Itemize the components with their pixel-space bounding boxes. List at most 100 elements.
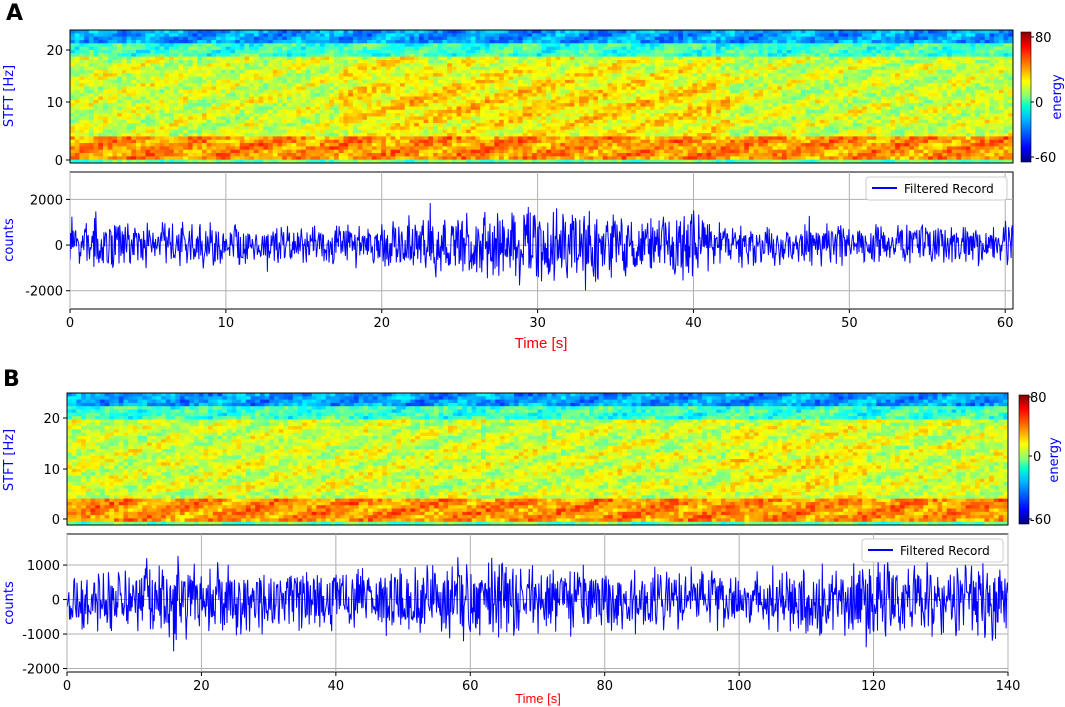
spectrogram-cell xyxy=(202,49,208,54)
spectrogram-cell xyxy=(649,139,656,144)
spectrogram-cell xyxy=(343,156,349,161)
spectrogram-cell xyxy=(173,30,180,34)
spectrogram-cell xyxy=(400,129,406,134)
spectrogram-cell xyxy=(301,133,307,137)
spectrogram-cell xyxy=(508,159,514,163)
spectrogram-cell xyxy=(164,103,170,108)
spectrogram-cell xyxy=(249,83,255,88)
spectrogram-cell xyxy=(131,159,137,163)
spectrogram-cell xyxy=(499,79,505,84)
spectrogram-cell xyxy=(456,139,462,144)
spectrogram-cell xyxy=(560,63,566,68)
spectrogram-cell xyxy=(178,63,184,68)
spectrogram-cell xyxy=(315,119,321,124)
spectrogram-cell xyxy=(395,116,401,121)
spectrogram-cell xyxy=(98,139,104,144)
spectrogram-cell xyxy=(206,149,213,154)
spectrogram-cell xyxy=(626,153,632,157)
spectrogram-cell xyxy=(169,146,175,151)
spectrogram-cell xyxy=(93,39,99,44)
spectrogram-cell xyxy=(253,49,260,54)
spectrogram-cell xyxy=(136,76,142,81)
spectrogram-cell xyxy=(145,103,151,108)
spectrogram-cell xyxy=(583,159,590,163)
spectrogram-cell xyxy=(385,89,392,94)
spectrogram-cell xyxy=(569,153,576,157)
spectrogram-cell xyxy=(268,119,274,124)
spectrogram-cell xyxy=(598,33,604,38)
spectrogram-cell xyxy=(541,103,547,108)
spectrogram-cell xyxy=(301,59,307,64)
spectrogram-cell xyxy=(400,159,406,163)
spectrogram-cell xyxy=(239,139,246,144)
spectrogram-cell xyxy=(499,123,505,128)
spectrogram-cell xyxy=(183,156,189,161)
spectrogram-cell xyxy=(555,59,561,64)
spectrogram-cell xyxy=(329,56,335,61)
spectrogram-cell xyxy=(583,33,590,38)
spectrogram-cell xyxy=(150,116,156,121)
spectrogram-cell xyxy=(428,109,434,114)
spectrogram-cell xyxy=(404,86,411,91)
spectrogram-cell xyxy=(602,139,609,144)
spectrogram-cell xyxy=(136,143,142,147)
spectrogram-cell xyxy=(442,126,448,131)
spectrogram-cell xyxy=(428,106,434,111)
spectrogram-cell xyxy=(230,33,236,38)
spectrogram-cell xyxy=(107,153,114,157)
spectrogram-cell xyxy=(381,39,387,44)
spectrogram-cell xyxy=(343,43,349,48)
spectrogram-cell xyxy=(414,36,420,41)
spectrogram-cell xyxy=(484,36,491,41)
spectrogram-cell xyxy=(84,89,90,94)
spectrogram-cell xyxy=(447,46,453,51)
spectrogram-cell xyxy=(654,33,660,38)
spectrogram-cell xyxy=(211,143,217,147)
spectrogram-cell xyxy=(178,36,184,41)
spectrogram-cell xyxy=(154,79,161,84)
spectrogram-cell xyxy=(258,139,264,144)
spectrogram-cell xyxy=(475,56,481,61)
spectrogram-cell xyxy=(187,139,194,144)
panel-a-letter: A xyxy=(6,1,23,26)
spectrogram-cell xyxy=(150,139,156,144)
spectrogram-cell xyxy=(569,143,576,147)
spectrogram-cell xyxy=(367,109,373,114)
spectrogram-cell xyxy=(216,86,222,91)
spectrogram-cell xyxy=(640,49,646,54)
spectrogram-cell xyxy=(286,123,293,128)
spectrogram-cell xyxy=(466,146,472,151)
spectrogram-cell xyxy=(522,93,528,98)
spectrogram-cell xyxy=(88,143,95,147)
spectrogram-cell xyxy=(499,153,505,157)
spectrogram-cell xyxy=(206,123,213,128)
spectrogram-cell xyxy=(400,53,406,58)
spectrogram-cell xyxy=(654,113,660,118)
spectrogram-cell xyxy=(334,159,340,163)
spectrogram-cell xyxy=(475,30,481,34)
spectrogram-cell xyxy=(291,113,297,118)
spectrogram-cell xyxy=(546,153,552,157)
spectrogram-cell xyxy=(362,103,368,108)
spectrogram-cell xyxy=(117,30,123,34)
spectrogram-cell xyxy=(381,76,387,81)
spectrogram-cell xyxy=(187,66,194,71)
spectrogram-cell xyxy=(371,109,378,114)
spectrogram-cell xyxy=(225,83,231,88)
spectrogram-cell xyxy=(569,156,576,161)
spectrogram-cell xyxy=(301,136,307,141)
spectrogram-cell xyxy=(225,156,231,161)
spectrogram-cell xyxy=(616,99,623,104)
spectrogram-cell xyxy=(88,59,95,64)
spectrogram-cell xyxy=(211,116,217,121)
spectrogram-cell xyxy=(442,63,448,68)
spectrogram-cell xyxy=(296,106,302,111)
spectrogram-cell xyxy=(319,66,326,71)
spectrogram-cell xyxy=(154,66,161,71)
spectrogram-cell xyxy=(112,113,118,118)
spectrogram-cell xyxy=(305,133,312,137)
spectrogram-cell xyxy=(560,76,566,81)
spectrogram-cell xyxy=(541,63,547,68)
spectrogram-cell xyxy=(607,139,613,144)
spectrogram-cell xyxy=(169,156,175,161)
